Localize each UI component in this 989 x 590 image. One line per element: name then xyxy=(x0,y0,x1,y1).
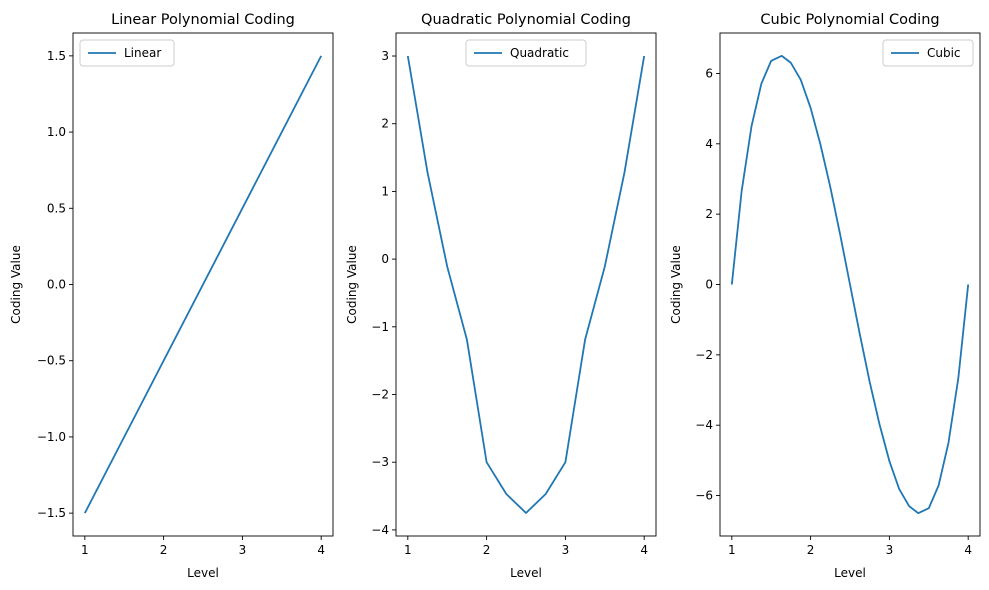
y-tick-label: 0 xyxy=(705,278,713,292)
legend-label: Quadratic xyxy=(510,46,569,60)
y-tick-label: 2 xyxy=(705,207,713,221)
y-axis-label: Coding Value xyxy=(345,245,359,324)
y-tick-label: 1 xyxy=(381,184,389,198)
subplot-1: 1 2 3 4 −1.5 −1.0 −0.5 0.0 0.5 1.0 1.5 Linear Polyn… xyxy=(9,12,334,580)
subplot-3: 1 2 3 4 −6 −4 −2 0 2 4 6 Cubic Polynomial Coding Lev… xyxy=(669,12,981,580)
y-tick-label: 0.0 xyxy=(47,278,66,292)
x-tick-label: 4 xyxy=(964,543,972,557)
y-tick-label: −1 xyxy=(371,320,389,334)
x-tick-label: 1 xyxy=(81,543,89,557)
legend: Linear xyxy=(79,39,175,67)
x-tick-label: 1 xyxy=(404,543,412,557)
x-tick-label: 2 xyxy=(807,543,815,557)
series-line-1 xyxy=(406,55,646,514)
x-axis-label: Level xyxy=(834,566,866,580)
chart-title: Quadratic Polynomial Coding xyxy=(421,12,631,28)
y-axis-label: Coding Value xyxy=(669,245,683,324)
y-axis-label: Coding Value xyxy=(9,245,23,324)
y-tick-label: 4 xyxy=(705,137,713,151)
y-tick-label: −6 xyxy=(695,489,713,503)
x-tick-label: 1 xyxy=(728,543,736,557)
y-tick-label: 1.0 xyxy=(47,125,66,139)
legend-label: Cubic xyxy=(927,46,961,60)
x-tick-label: 3 xyxy=(239,543,247,557)
legend: Cubic xyxy=(882,39,974,67)
legend-box xyxy=(465,39,587,67)
x-tick-label: 4 xyxy=(640,543,648,557)
x-tick-label: 4 xyxy=(317,543,325,557)
y-tick-label: −4 xyxy=(695,418,713,432)
series-line-1 xyxy=(730,54,970,515)
y-tick-label: 2 xyxy=(381,117,389,131)
legend-box xyxy=(882,39,974,67)
x-tick-label: 2 xyxy=(160,543,168,557)
y-tick-label: 6 xyxy=(705,66,713,80)
legend: Quadratic xyxy=(465,39,587,67)
y-tick-label: −4 xyxy=(371,523,389,537)
y-tick-label: −2 xyxy=(371,388,389,402)
chart-title: Linear Polynomial Coding xyxy=(111,12,295,28)
y-tick-label: 3 xyxy=(381,49,389,63)
series-line-1 xyxy=(84,55,322,514)
axes-frame xyxy=(395,32,657,537)
y-tick-label: −3 xyxy=(371,455,389,469)
legend-label: Linear xyxy=(124,46,161,60)
x-tick-label: 3 xyxy=(886,543,894,557)
x-tick-label: 3 xyxy=(562,543,570,557)
y-tick-label: 0.5 xyxy=(47,201,66,215)
x-axis-label: Level xyxy=(187,566,219,580)
chart-title: Cubic Polynomial Coding xyxy=(760,12,939,28)
subplot-2: 1 2 3 4 −4 −3 −2 −1 0 1 2 3 Quadratic Polynomial Cod… xyxy=(345,12,657,580)
legend-box xyxy=(79,39,175,67)
y-tick-label: 0 xyxy=(381,252,389,266)
x-tick-label: 2 xyxy=(483,543,491,557)
y-tick-label: 1.5 xyxy=(47,49,66,63)
y-tick-label: −2 xyxy=(695,348,713,362)
x-axis-label: Level xyxy=(510,566,542,580)
y-tick-label: −1.5 xyxy=(37,506,66,520)
y-tick-label: −0.5 xyxy=(37,354,66,368)
y-tick-label: −1.0 xyxy=(37,430,66,444)
